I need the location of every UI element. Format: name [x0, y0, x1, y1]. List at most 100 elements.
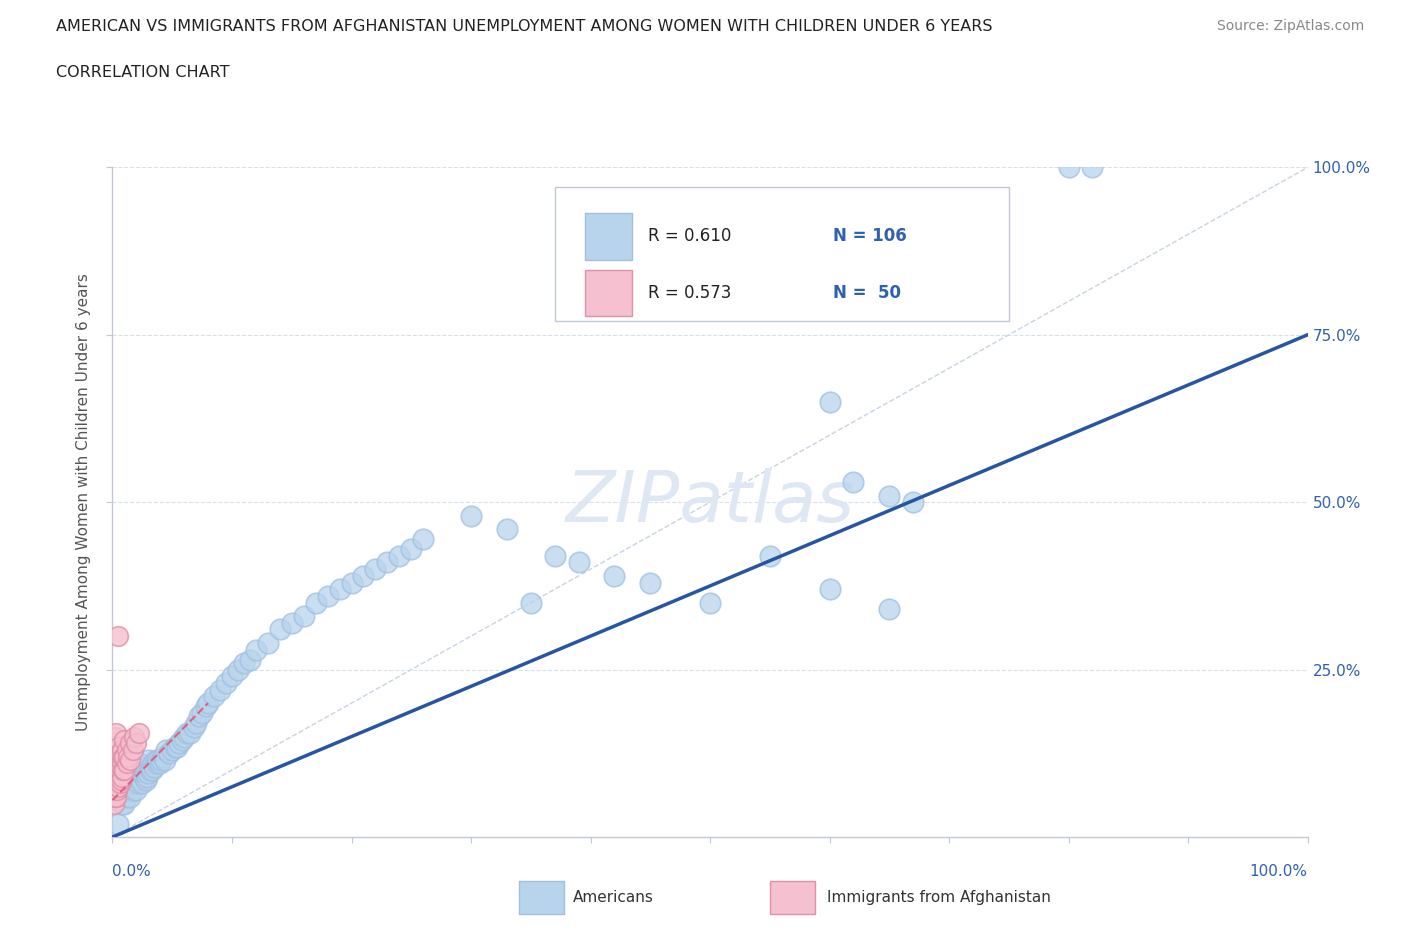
Point — [215, 675, 238, 690]
Text: 0.0%: 0.0% — [112, 864, 152, 879]
Point — [543, 549, 565, 564]
Point — [120, 769, 142, 784]
Point — [150, 752, 173, 767]
Point — [107, 769, 129, 784]
Point — [105, 776, 128, 790]
Text: R = 0.610: R = 0.610 — [648, 227, 731, 246]
Point — [114, 796, 135, 811]
Point — [170, 733, 193, 748]
Point — [135, 759, 157, 774]
Point — [122, 729, 145, 744]
Point — [129, 759, 152, 774]
Point — [127, 776, 149, 790]
Point — [122, 756, 145, 771]
Point — [128, 769, 150, 784]
Point — [104, 750, 127, 764]
Point — [128, 756, 150, 771]
Point — [129, 773, 152, 788]
Point — [221, 669, 243, 684]
Point — [176, 725, 198, 740]
Point — [103, 736, 125, 751]
Bar — [585, 270, 633, 316]
Point — [759, 549, 782, 564]
Text: Immigrants from Afghanistan: Immigrants from Afghanistan — [827, 890, 1052, 905]
Point — [114, 733, 135, 748]
Point — [149, 756, 172, 771]
Text: ZIPatlas: ZIPatlas — [565, 468, 855, 537]
Point — [699, 595, 721, 610]
Point — [377, 555, 399, 570]
Point — [125, 769, 148, 784]
Point — [105, 790, 128, 804]
Point — [1081, 160, 1104, 175]
Point — [232, 656, 256, 671]
Point — [143, 759, 166, 774]
Point — [520, 595, 543, 610]
Bar — [519, 881, 564, 914]
Point — [364, 562, 387, 577]
Point — [104, 790, 127, 804]
Point — [107, 739, 129, 754]
Point — [208, 683, 231, 698]
Point — [103, 769, 125, 784]
Point — [105, 725, 128, 740]
Point — [191, 706, 214, 721]
Point — [105, 763, 128, 777]
Point — [117, 783, 139, 798]
Point — [352, 568, 374, 583]
Point — [135, 773, 157, 788]
Point — [105, 766, 128, 781]
Point — [101, 763, 124, 777]
Point — [401, 541, 423, 556]
Point — [818, 582, 841, 597]
Point — [105, 783, 128, 798]
Point — [157, 746, 180, 761]
Text: Americans: Americans — [572, 890, 654, 905]
Point — [139, 759, 162, 774]
Point — [120, 736, 142, 751]
Point — [257, 635, 280, 650]
Point — [183, 719, 205, 734]
Point — [105, 742, 128, 757]
Point — [115, 769, 138, 784]
Point — [138, 766, 160, 781]
Point — [162, 742, 183, 757]
Point — [281, 616, 304, 631]
Point — [125, 736, 148, 751]
Point — [136, 769, 159, 784]
Point — [104, 776, 127, 790]
Point — [125, 756, 148, 771]
Point — [131, 763, 153, 777]
Point — [122, 776, 145, 790]
Point — [173, 729, 195, 744]
Point — [118, 776, 141, 790]
Bar — [585, 213, 633, 259]
Point — [245, 642, 267, 657]
Text: 100.0%: 100.0% — [1250, 864, 1308, 879]
Point — [127, 763, 149, 777]
Point — [134, 766, 156, 781]
Point — [269, 622, 291, 637]
Point — [108, 776, 131, 790]
Point — [114, 750, 135, 764]
Point — [567, 555, 591, 570]
Point — [111, 796, 134, 811]
Point — [121, 783, 143, 798]
Point — [117, 763, 139, 777]
Point — [114, 776, 135, 790]
Point — [111, 742, 134, 757]
Y-axis label: Unemployment Among Women with Children Under 6 years: Unemployment Among Women with Children U… — [76, 273, 91, 731]
Text: Source: ZipAtlas.com: Source: ZipAtlas.com — [1216, 19, 1364, 33]
Point — [138, 763, 160, 777]
Point — [121, 776, 143, 790]
Point — [111, 776, 134, 790]
Point — [107, 756, 129, 771]
Point — [131, 776, 153, 790]
Point — [197, 696, 219, 711]
Point — [152, 750, 174, 764]
Point — [496, 522, 519, 537]
Point — [115, 756, 138, 771]
Text: R = 0.573: R = 0.573 — [648, 284, 731, 302]
Point — [292, 608, 315, 623]
Point — [1057, 160, 1080, 175]
